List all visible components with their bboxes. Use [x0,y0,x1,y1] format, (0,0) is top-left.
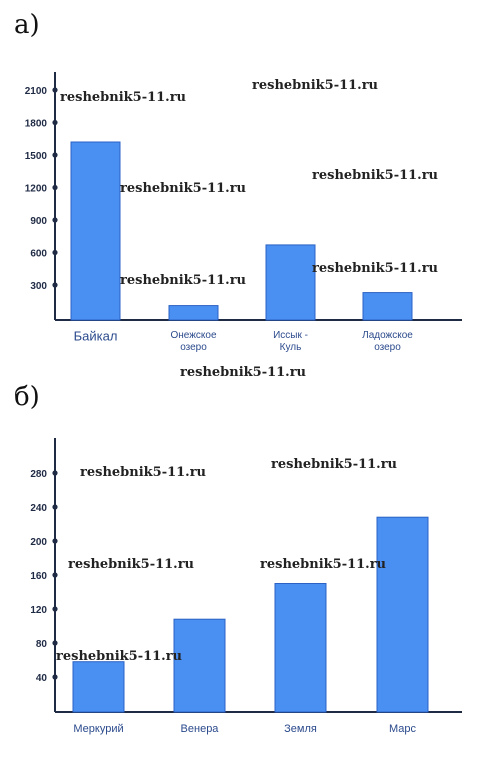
category-label: Меркурий [73,723,123,735]
y-tick-label: 2100 [25,86,48,97]
y-tick-label: 600 [30,249,47,260]
y-tick-dot [52,282,58,288]
category-label: Земля [284,723,317,735]
category-label: Марс [389,723,417,735]
y-tick-dot [52,606,58,612]
watermark-text: reshebnik5-11.ru [80,465,206,480]
y-tick-label: 900 [30,216,47,227]
watermark-text: reshebnik5-11.ru [120,273,246,288]
category-label: Венера [181,723,220,735]
y-tick-label: 120 [30,605,47,616]
category-label: Байкал [74,328,118,343]
y-tick-dot [52,152,58,158]
category-label-line: озеро [180,342,207,353]
chart-a-label: а) [14,10,40,40]
y-tick-label: 160 [30,571,47,582]
y-tick-dot [52,640,58,646]
category-label-line: Куль [280,342,302,353]
watermark-text: reshebnik5-11.ru [56,649,182,664]
category-label-line: Земля [284,723,317,735]
bar-1 [70,141,121,321]
category-label-line: Венера [181,723,220,735]
y-tick-dot [52,184,58,191]
category-label: Иссык -Куль [273,330,308,353]
y-tick-dot [52,217,58,223]
y-tick-dot [52,470,58,476]
y-tick-label: 240 [30,503,47,514]
category-label-line: Меркурий [73,723,123,735]
watermark-text: reshebnik5-11.ru [312,261,438,276]
bar-3 [274,583,327,713]
chart-b-label: б) [14,382,40,412]
category-label: Онежское озеро [170,330,216,353]
bar-1 [72,661,125,713]
bar-4 [362,292,413,321]
bar-2 [168,305,219,321]
watermark-text: reshebnik5-11.ru [271,457,397,472]
category-label: Ладожское озеро [362,330,413,353]
y-tick-dot [52,538,58,544]
category-label-line: Иссык - [273,330,308,341]
watermark-text: reshebnik5-11.ru [180,365,306,380]
watermark-text: reshebnik5-11.ru [312,168,438,183]
y-tick-label: 1500 [25,151,48,162]
y-tick-dot [52,572,58,578]
y-tick-dot [52,87,58,93]
watermark-text: reshebnik5-11.ru [260,557,386,572]
bar-4 [376,516,429,713]
y-tick-label: 280 [30,469,47,480]
bar-3 [265,244,316,321]
y-tick-label: 1200 [25,184,48,195]
y-tick-label: 40 [36,673,48,684]
watermark-text: reshebnik5-11.ru [68,557,194,572]
bar-2 [173,618,226,713]
y-tick-dot [52,249,58,256]
watermark-text: reshebnik5-11.ru [60,90,186,105]
watermark-text: reshebnik5-11.ru [120,181,246,196]
y-tick-label: 200 [30,537,47,548]
y-tick-label: 300 [30,281,47,292]
y-tick-label: 80 [36,639,48,650]
category-label-line: Байкал [74,328,118,343]
category-label-line: Ладожское [362,330,413,341]
category-label-line: озеро [374,342,401,353]
y-tick-dot [52,119,58,126]
category-label-line: Онежское [170,330,216,341]
y-tick-dot [52,674,58,680]
watermark-text: reshebnik5-11.ru [252,78,378,93]
y-tick-dot [52,504,58,510]
category-label-line: Марс [389,723,417,735]
y-tick-label: 1800 [25,119,48,130]
